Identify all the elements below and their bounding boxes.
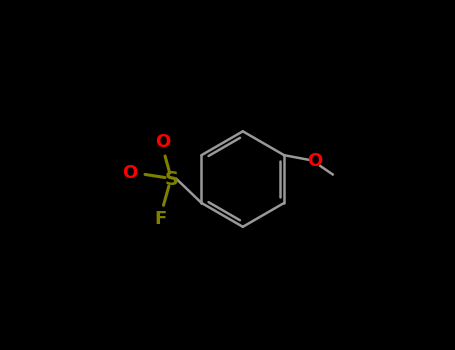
Text: F: F: [154, 210, 167, 228]
Text: S: S: [165, 169, 179, 189]
Text: O: O: [122, 164, 137, 182]
Text: O: O: [155, 133, 170, 151]
Text: O: O: [307, 152, 323, 170]
